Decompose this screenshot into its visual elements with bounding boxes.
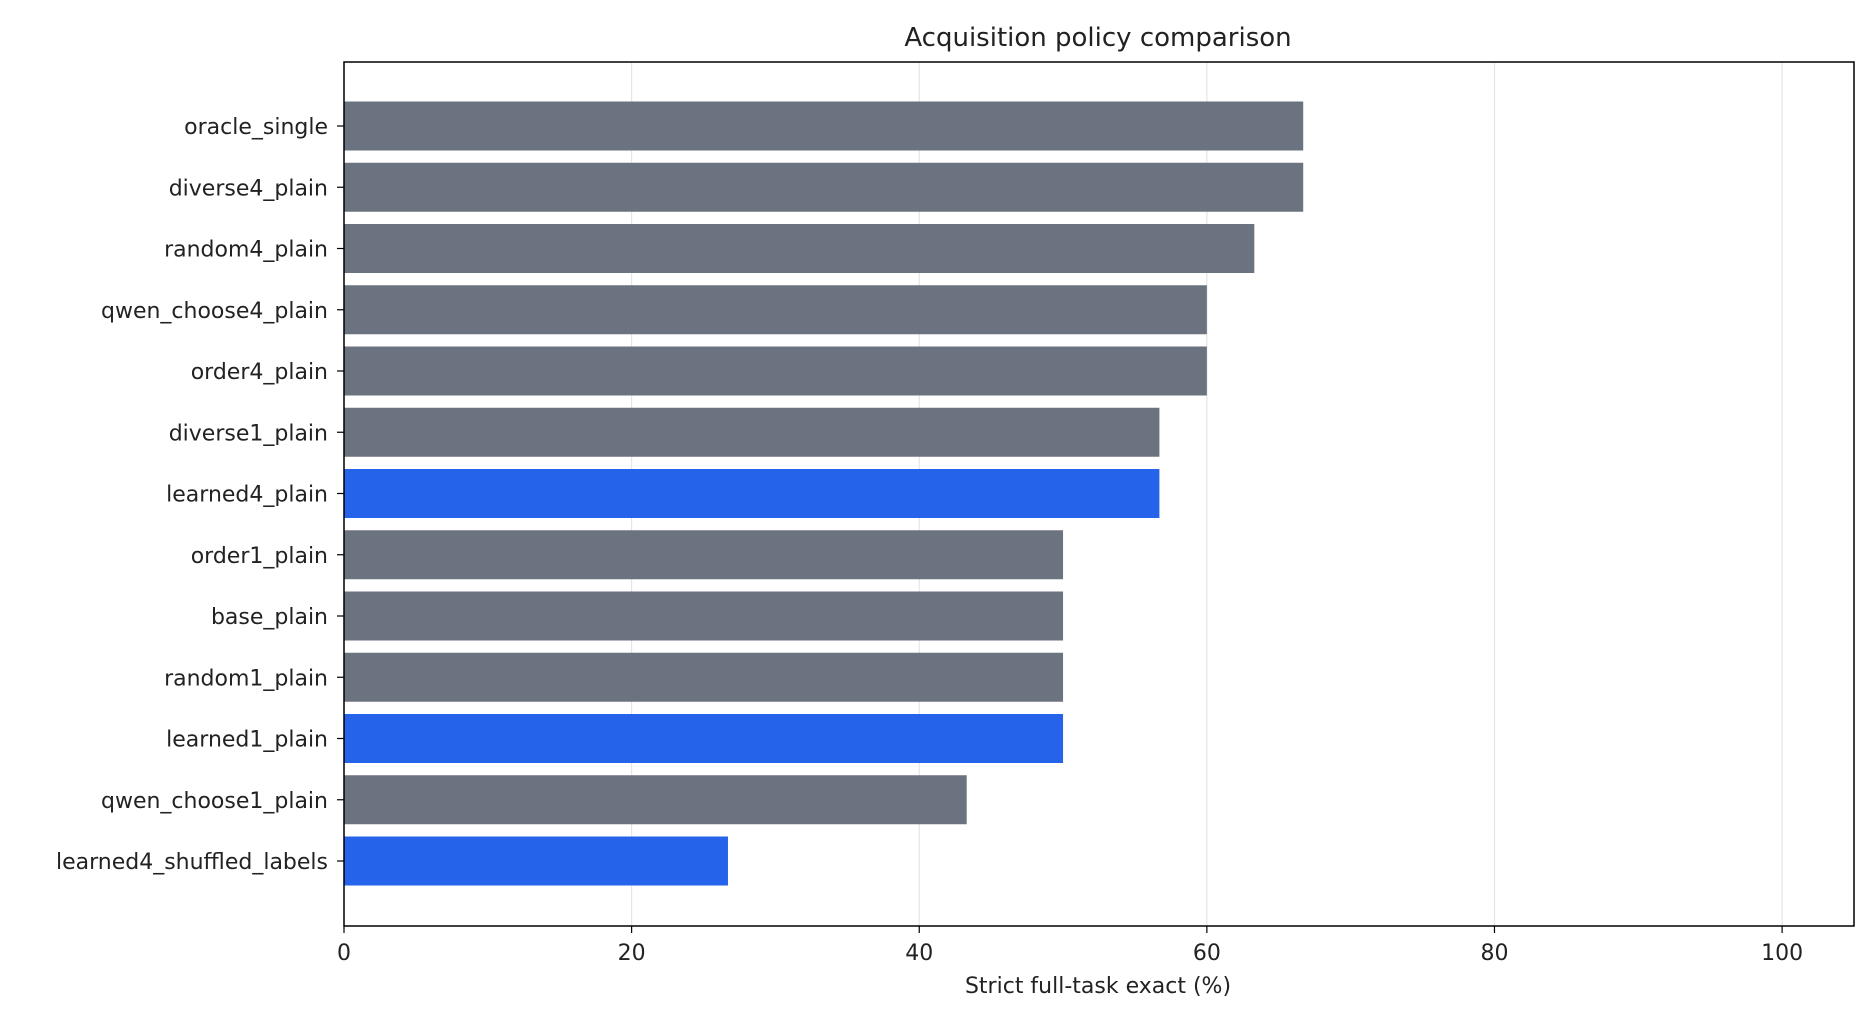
y-tick-label: diverse1_plain bbox=[169, 421, 328, 446]
y-tick-label: oracle_single bbox=[184, 115, 328, 140]
y-tick-label: random4_plain bbox=[164, 238, 328, 263]
bar-learned1-plain bbox=[344, 714, 1064, 763]
bar-random4-plain bbox=[344, 224, 1255, 273]
y-axis-ticks: oracle_single diverse4_plain random4_plain… bbox=[56, 115, 344, 875]
bar-learned4-shuffled-labels bbox=[344, 836, 728, 886]
bar-qwen-choose4-plain bbox=[344, 285, 1207, 335]
y-tick-label: order1_plain bbox=[191, 544, 328, 569]
bar-oracle-single bbox=[344, 101, 1304, 151]
x-tick-label: 60 bbox=[1193, 941, 1221, 966]
y-tick-label: diverse4_plain bbox=[169, 176, 328, 201]
y-tick-label: learned4_plain bbox=[166, 483, 328, 508]
x-tick-label: 100 bbox=[1761, 941, 1803, 966]
bar-qwen-choose1-plain bbox=[344, 775, 967, 825]
x-tick-label: 40 bbox=[905, 941, 933, 966]
x-axis-label: Strict full-task exact (%) bbox=[965, 974, 1231, 999]
y-tick-label: qwen_choose4_plain bbox=[101, 299, 328, 324]
x-tick-label: 80 bbox=[1480, 941, 1508, 966]
y-tick-label: learned4_shuffled_labels bbox=[56, 850, 328, 875]
bar-diverse1-plain bbox=[344, 407, 1160, 457]
x-tick-label: 0 bbox=[337, 941, 351, 966]
y-tick-label: qwen_choose1_plain bbox=[101, 789, 328, 814]
y-tick-label: order4_plain bbox=[191, 360, 328, 385]
chart-title: Acquisition policy comparison bbox=[904, 23, 1291, 53]
x-tick-label: 20 bbox=[618, 941, 646, 966]
y-tick-label: base_plain bbox=[211, 605, 328, 630]
bar-base-plain bbox=[344, 591, 1064, 641]
bar-order1-plain bbox=[344, 530, 1064, 580]
bar-random1-plain bbox=[344, 652, 1064, 702]
y-tick-label: learned1_plain bbox=[166, 728, 328, 753]
bar-order4-plain bbox=[344, 346, 1207, 396]
bar-diverse4-plain bbox=[344, 162, 1304, 212]
x-axis-ticks: 0 20 40 60 80 100 bbox=[337, 926, 1803, 966]
bar-learned4-plain bbox=[344, 469, 1160, 518]
y-tick-label: random1_plain bbox=[164, 666, 328, 691]
bars bbox=[344, 101, 1304, 886]
